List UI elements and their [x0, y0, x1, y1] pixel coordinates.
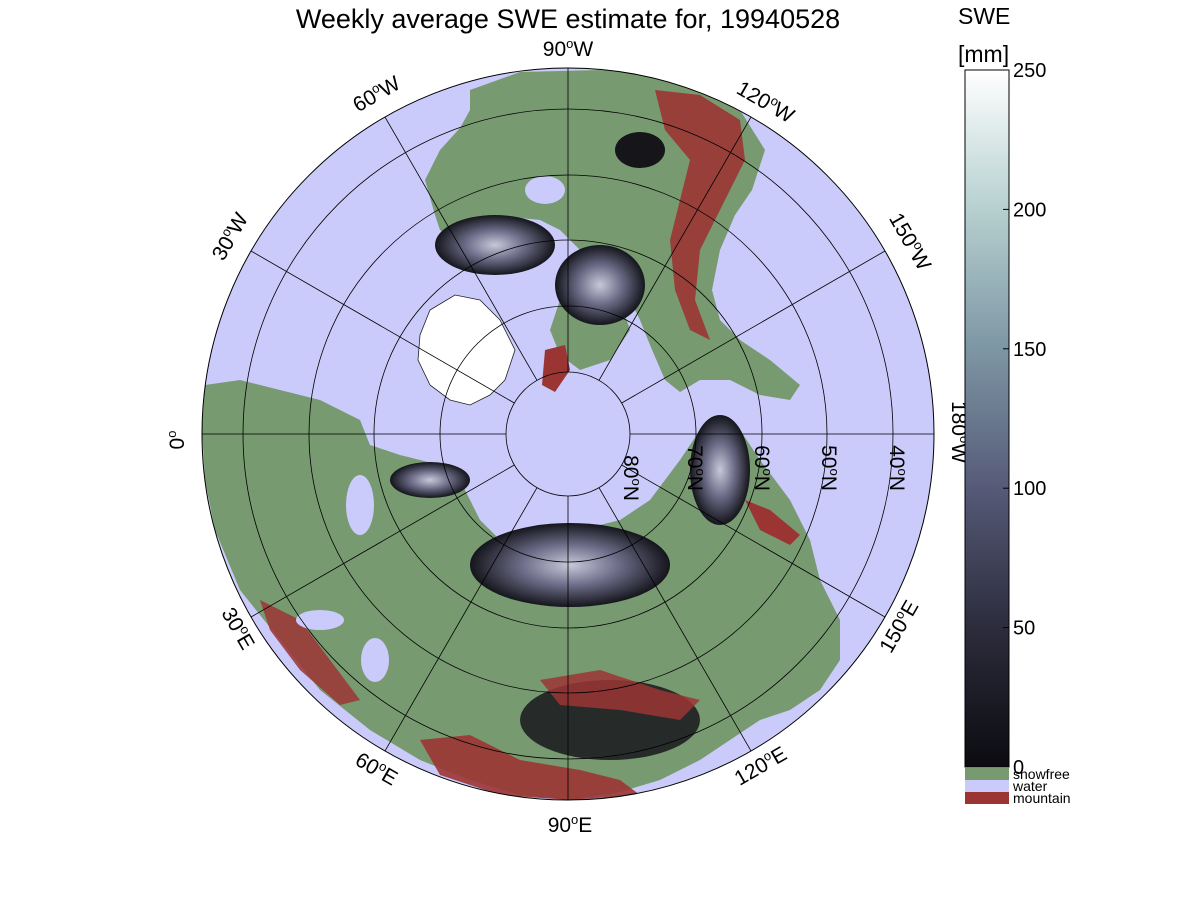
- mountain-rockies: [655, 90, 745, 340]
- map-title: Weekly average SWE estimate for, 1994052…: [296, 4, 840, 34]
- meridian-line: [250, 250, 515, 404]
- snow-scandinavia: [390, 462, 470, 498]
- land-greenland: [417, 294, 516, 406]
- snow-north-central-canada: [615, 132, 665, 168]
- meridian-line: [384, 116, 538, 381]
- meridian-line: [621, 464, 886, 618]
- baltic-sea: [346, 475, 374, 535]
- class-swatch-water: [965, 780, 1009, 792]
- colorbar-tick-label: 100: [1013, 478, 1046, 500]
- lon-label-90e: 90oE: [548, 812, 593, 837]
- meridian-line: [384, 487, 538, 752]
- class-label-water: water: [1012, 778, 1048, 794]
- colorbar-label-line1: SWE: [958, 3, 1010, 29]
- class-label-mountain: mountain: [1013, 790, 1071, 806]
- colorbar-ticks: 0 50 100 150 200 250: [1003, 60, 1046, 779]
- lat-label-80n: 80oN: [619, 455, 644, 501]
- meridian-line: [598, 487, 752, 752]
- mountain-kamchatka: [745, 500, 800, 545]
- latitude-labels: 80oN 70oN 60oN 50oN 40oN: [619, 445, 910, 501]
- meridian-line: [621, 250, 886, 404]
- colorbar-gradient: [964, 69, 1010, 768]
- lat-label-70n: 70oN: [683, 445, 708, 491]
- lat-label-60n: 60oN: [750, 445, 775, 491]
- colorbar: SWE [mm] 0 50 100 150 200 250 snowfreewatermo…: [958, 3, 1071, 806]
- colorbar-label-line2: [mm]: [958, 41, 1009, 67]
- graticule: [202, 68, 934, 800]
- map-boundary: [201, 67, 935, 801]
- class-swatch-snowfree: [965, 768, 1009, 780]
- lat-label-50n: 50oN: [817, 445, 842, 491]
- colorbar-tick-label: 150: [1013, 339, 1046, 361]
- lat-label-40n: 40oN: [885, 445, 910, 491]
- mountain-greenland-edge: [542, 345, 570, 392]
- snow-canadian-arctic: [555, 245, 645, 325]
- colorbar-tick-label: 200: [1013, 199, 1046, 221]
- meridian-line: [598, 116, 752, 381]
- class-label-snowfree: snowfree: [1013, 766, 1070, 782]
- colorbar-tick-label: 250: [1013, 60, 1046, 82]
- mountain-alps-caucasus: [260, 600, 360, 705]
- mountain-east-asia: [540, 670, 700, 720]
- black-sea: [296, 610, 344, 630]
- mountain-himalaya: [420, 735, 640, 800]
- caspian-sea: [361, 638, 389, 682]
- snow-arctic-north-america: [435, 215, 555, 275]
- colorbar-tick-label: 50: [1013, 618, 1035, 640]
- lon-label-60w: 60oW: [348, 70, 404, 117]
- lon-label-90w: 90oW: [543, 36, 594, 61]
- hudson-bay: [525, 176, 565, 204]
- colorbar-tick-label: 0: [1013, 757, 1024, 779]
- snow-east-siberia: [690, 415, 750, 525]
- meridian-line: [250, 464, 515, 618]
- snow-siberia: [470, 523, 670, 607]
- lon-label-30w: 30oW: [206, 208, 253, 264]
- lon-label-0: 0o: [164, 431, 189, 450]
- class-swatch-mountain: [965, 792, 1009, 804]
